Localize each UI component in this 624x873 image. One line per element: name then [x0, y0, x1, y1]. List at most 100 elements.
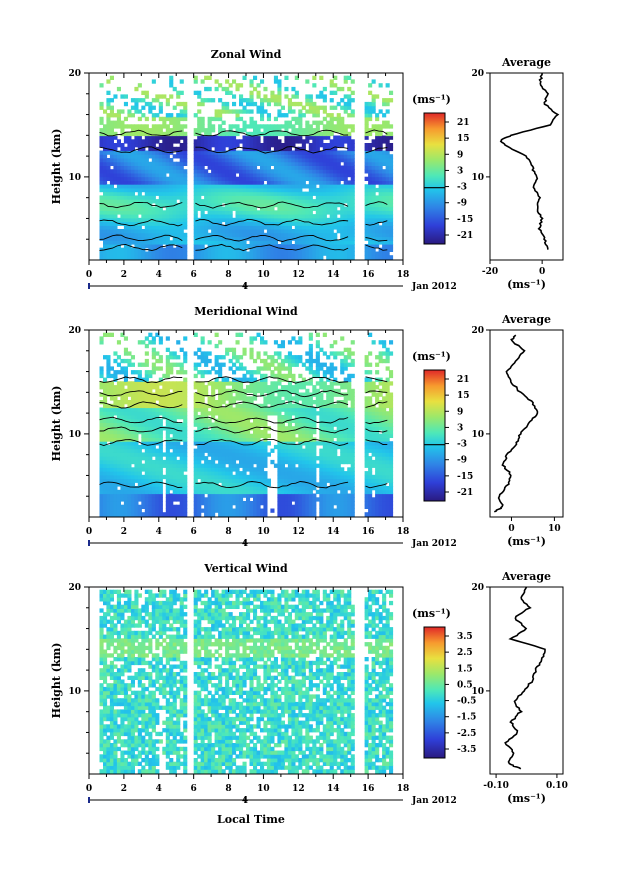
heatmap-cell — [315, 161, 320, 166]
heatmap-cell — [123, 456, 128, 461]
heatmap-cell — [246, 426, 251, 431]
heatmap-cell — [340, 128, 345, 133]
heatmap-cell — [176, 251, 181, 256]
heatmap-cell — [179, 501, 184, 506]
colorbar-tick-label: -3 — [457, 183, 467, 193]
heatmap-cell — [197, 459, 202, 465]
heatmap-cell — [277, 471, 282, 476]
heatmap-cell — [298, 120, 303, 125]
heatmap-cell — [158, 467, 163, 472]
heatmap-cell — [347, 135, 352, 140]
heatmap-cell — [204, 221, 209, 226]
heatmap-cell — [364, 169, 369, 174]
heatmap-cell — [368, 221, 373, 226]
heatmap-cell — [130, 206, 135, 211]
heatmap-cell — [130, 501, 135, 506]
heatmap-cell — [197, 508, 202, 513]
heatmap-cell — [179, 403, 184, 409]
heatmap-cell — [176, 444, 181, 450]
heatmap-cell — [148, 474, 153, 480]
heatmap-cell — [382, 158, 387, 163]
heatmap-cell — [382, 169, 387, 174]
heatmap-cell — [228, 172, 233, 178]
heatmap-cell — [329, 232, 334, 238]
heatmap-cell — [322, 98, 327, 103]
heatmap-cell — [113, 474, 118, 480]
heatmap-cell — [232, 444, 237, 450]
heatmap-cell — [315, 139, 320, 144]
heatmap-cell — [99, 195, 104, 200]
heatmap-cell — [134, 504, 139, 509]
heatmap-cell — [113, 172, 118, 178]
heatmap-cell — [333, 187, 338, 193]
heatmap-cell — [179, 433, 184, 438]
heatmap-cell — [235, 467, 240, 472]
heatmap-cell — [322, 94, 327, 99]
heatmap-cell — [319, 131, 324, 137]
heatmap-cell — [266, 202, 271, 208]
heatmap-cell — [336, 199, 341, 204]
heatmap-cell — [193, 459, 198, 465]
heatmap-cell — [214, 146, 219, 152]
heatmap-cell — [326, 232, 331, 238]
heatmap-cell — [106, 232, 111, 238]
heatmap-cell — [347, 158, 352, 163]
heatmap-cell — [350, 180, 355, 185]
heatmap-cell — [214, 437, 219, 442]
heatmap-cell — [375, 206, 380, 211]
heatmap-cell — [183, 210, 188, 215]
heatmap-cell — [113, 229, 118, 234]
heatmap-cell — [137, 486, 142, 491]
heatmap-cell — [270, 131, 275, 137]
heatmap-cell — [211, 463, 216, 468]
heatmap-cell — [109, 210, 114, 215]
heatmap-cell — [183, 247, 188, 252]
heatmap-cell — [218, 191, 223, 196]
heatmap-cell — [228, 497, 233, 502]
heatmap-cell — [176, 116, 181, 122]
heatmap-cell — [375, 221, 380, 226]
heatmap-cell — [169, 437, 174, 442]
heatmap-cell — [197, 146, 202, 152]
heatmap-cell — [158, 124, 163, 129]
heatmap-cell — [249, 101, 254, 107]
heatmap-cell — [120, 172, 125, 178]
heatmap-cell — [242, 456, 247, 461]
heatmap-cell — [123, 158, 128, 163]
heatmap-cell — [116, 113, 121, 118]
heatmap-cell — [134, 187, 139, 193]
heatmap-cell — [162, 403, 167, 409]
heatmap-cell — [218, 388, 223, 394]
heatmap-cell — [218, 154, 223, 159]
heatmap-cell — [382, 221, 387, 226]
heatmap-cell — [151, 195, 156, 200]
heatmap-cell — [130, 478, 135, 483]
heatmap-cell — [176, 150, 181, 155]
heatmap-cell — [319, 199, 324, 204]
heatmap-cell — [364, 225, 369, 230]
heatmap-cell — [137, 474, 142, 480]
heatmap-cell — [204, 355, 209, 360]
heatmap-cell — [378, 124, 383, 129]
heatmap-cell — [169, 415, 174, 420]
heatmap-cell — [333, 210, 338, 215]
heatmap-cell — [232, 474, 237, 480]
heatmap-cell — [200, 240, 205, 245]
heatmap-cell — [221, 411, 226, 416]
heatmap-cell — [200, 452, 205, 457]
heatmap-cell — [99, 158, 104, 163]
heatmap-cell — [242, 403, 247, 409]
heatmap-cell — [343, 240, 348, 245]
heatmap-cell — [389, 146, 394, 152]
heatmap-cell — [266, 180, 271, 185]
heatmap-cell — [116, 418, 121, 423]
heatmap-cell — [162, 139, 167, 144]
heatmap-cell — [141, 229, 146, 234]
heatmap-cell — [235, 448, 240, 453]
heatmap-cell — [193, 504, 198, 509]
heatmap-cell — [266, 195, 271, 200]
heatmap-cell — [336, 154, 341, 159]
heatmap-cell — [113, 120, 118, 125]
heatmap-cell — [260, 501, 265, 506]
heatmap-cell — [141, 501, 146, 506]
